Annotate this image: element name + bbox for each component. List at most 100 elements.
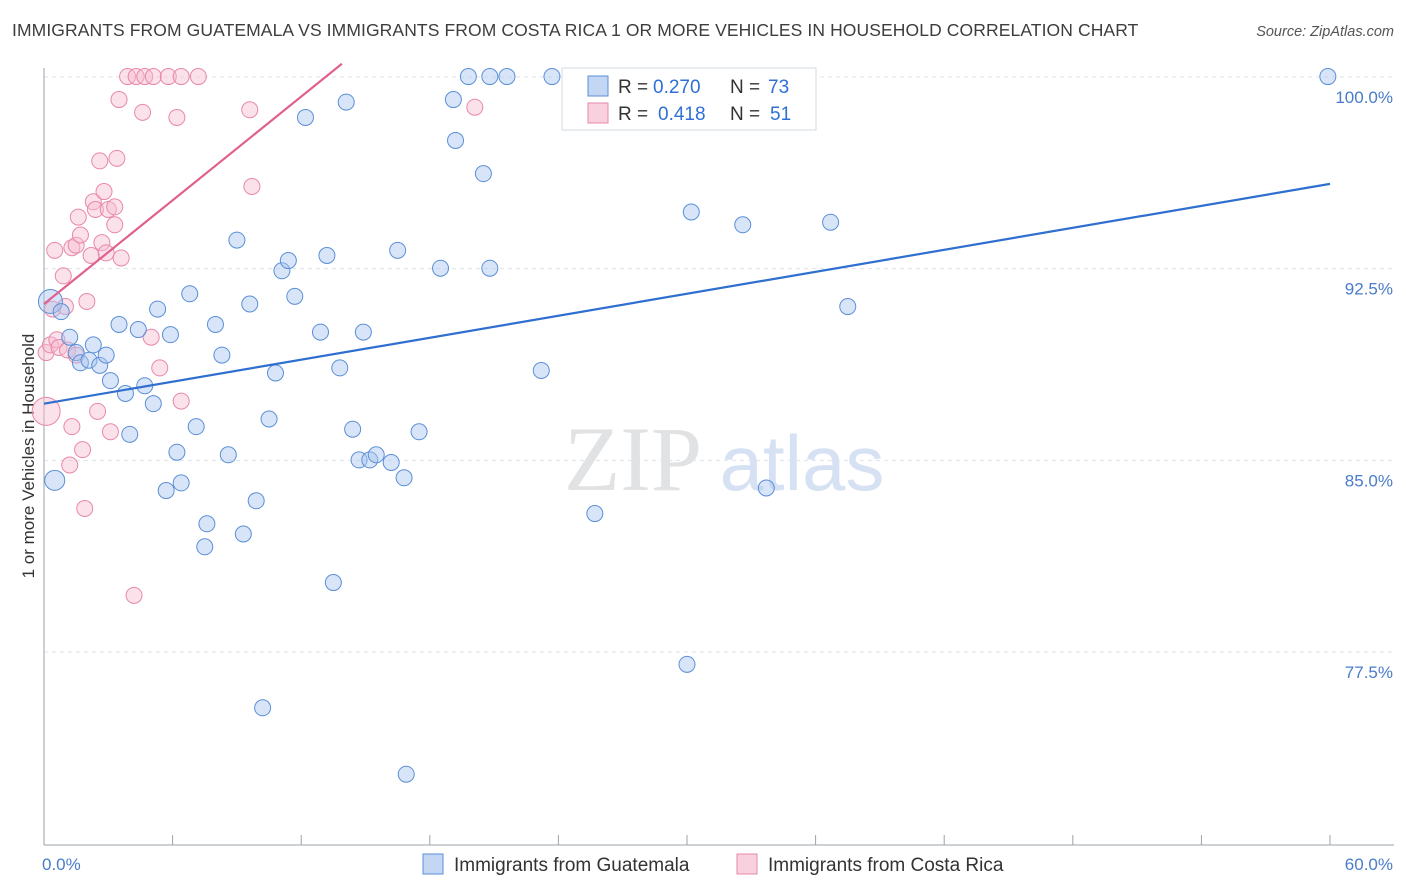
axes: [43, 68, 1394, 846]
costa-rica-point: [125, 586, 143, 604]
guatemala-point: [198, 515, 216, 533]
x-tick-labels: 0.0% 60.0%: [42, 855, 1393, 874]
stats-legend-swatch-guatemala: [587, 75, 609, 97]
costa-rica-point: [108, 149, 126, 167]
guatemala-point: [389, 241, 407, 259]
guatemala-point: [187, 418, 205, 436]
costa-rica-point: [189, 68, 207, 86]
stats-legend-n-label-guatemala: N =: [730, 77, 760, 98]
costa-rica-point: [63, 418, 81, 436]
costa-rica-point: [78, 292, 96, 310]
costa-rica-point: [46, 241, 64, 259]
guatemala-point: [459, 68, 477, 86]
stats-legend-n-value-costa-rica: 51: [770, 104, 791, 125]
costa-rica-point: [91, 152, 109, 170]
y-tick-label-0: 100.0%: [1335, 88, 1393, 107]
costa-rica-point: [54, 267, 72, 285]
guatemala-point: [110, 315, 128, 333]
costa-rica-point: [74, 441, 92, 459]
costa-rica-point: [89, 402, 107, 420]
costa-rica-point: [93, 234, 111, 252]
costa-rica-point: [37, 344, 55, 362]
guatemala-point: [839, 298, 857, 316]
guatemala-point: [247, 492, 265, 510]
guatemala-point: [254, 699, 272, 717]
guatemala-point: [474, 165, 492, 183]
chart-source: Source: ZipAtlas.com: [1256, 24, 1394, 40]
guatemala-point: [410, 423, 428, 441]
guatemala-point: [432, 259, 450, 277]
watermark: ZIP atlas: [564, 408, 884, 510]
guatemala-trendline: [43, 182, 1331, 405]
stats-legend-n-value-guatemala: 73: [768, 77, 789, 98]
costa-rica-point: [142, 328, 160, 346]
guatemala-point: [395, 469, 413, 487]
guatemala-point: [213, 346, 231, 364]
guatemala-point: [181, 285, 199, 303]
guatemala-point: [344, 420, 362, 438]
costa-rica-point: [76, 499, 94, 517]
series-guatemala: [37, 68, 1337, 783]
costa-rica-point: [95, 183, 113, 201]
guatemala-point: [324, 574, 342, 592]
bottom-legend: Immigrants from Guatemala Immigrants fro…: [422, 853, 1004, 876]
costa-rica-point: [112, 249, 130, 267]
watermark-atlas: atlas: [720, 419, 885, 507]
stats-legend-swatch-costa-rica: [587, 102, 609, 124]
costa-rica-point: [151, 359, 169, 377]
y-tick-label-1: 92.5%: [1345, 280, 1393, 299]
costa-rica-point: [106, 216, 124, 234]
guatemala-point: [318, 246, 336, 264]
guatemala-point: [37, 288, 63, 314]
guatemala-point: [354, 323, 372, 341]
costa-rica-point: [159, 68, 177, 86]
guatemala-point: [757, 479, 775, 497]
costa-rica-trendline: [43, 62, 343, 305]
guatemala-point: [157, 482, 175, 500]
costa-rica-point: [61, 456, 79, 474]
stats-legend: R = 0.270 N = 73 R = 0.418 N = 51: [561, 67, 817, 131]
x-tick-label-1: 60.0%: [1345, 855, 1393, 874]
guatemala-point: [97, 346, 115, 364]
guatemala-point: [228, 231, 246, 249]
series-costa-rica: [31, 68, 484, 604]
costa-rica-point: [110, 91, 128, 109]
guatemala-point: [266, 364, 284, 382]
costa-rica-point: [71, 226, 89, 244]
guatemala-point: [1319, 68, 1337, 86]
guatemala-point: [447, 131, 465, 149]
costa-rica-point: [241, 101, 259, 119]
y-tick-label-3: 77.5%: [1345, 663, 1393, 682]
costa-rica-point: [172, 68, 190, 86]
guatemala-point: [101, 372, 119, 390]
costa-rica-point: [86, 200, 104, 218]
guatemala-point: [543, 68, 561, 86]
guatemala-point: [196, 538, 214, 556]
costa-rica-point: [69, 208, 87, 226]
costa-rica-point: [67, 236, 85, 254]
guatemala-point: [397, 765, 415, 783]
guatemala-point: [52, 303, 70, 321]
stats-legend-r-value-costa-rica: 0.418: [658, 104, 706, 125]
guatemala-point: [172, 474, 190, 492]
costa-rica-point: [101, 423, 119, 441]
guatemala-point: [532, 361, 550, 379]
guatemala-point: [367, 446, 385, 464]
guatemala-point: [678, 655, 696, 673]
trendlines: [43, 62, 1331, 405]
costa-rica-point: [82, 246, 100, 264]
costa-rica-point: [243, 177, 261, 195]
guatemala-point: [129, 321, 147, 339]
bottom-legend-label-guatemala: Immigrants from Guatemala: [454, 855, 690, 876]
costa-rica-point: [136, 68, 154, 86]
chart-title: IMMIGRANTS FROM GUATEMALA VS IMMIGRANTS …: [12, 20, 1139, 40]
costa-rica-point: [134, 103, 152, 121]
guatemala-point: [168, 443, 186, 461]
stats-legend-r-label-guatemala: R =: [618, 77, 648, 98]
costa-rica-point: [144, 68, 162, 86]
guatemala-point: [234, 525, 252, 543]
y-axis-title: 1 or more Vehicles in Household: [19, 334, 38, 579]
stats-legend-r-value-guatemala: 0.270: [653, 77, 701, 98]
y-tick-label-2: 85.0%: [1345, 471, 1393, 490]
